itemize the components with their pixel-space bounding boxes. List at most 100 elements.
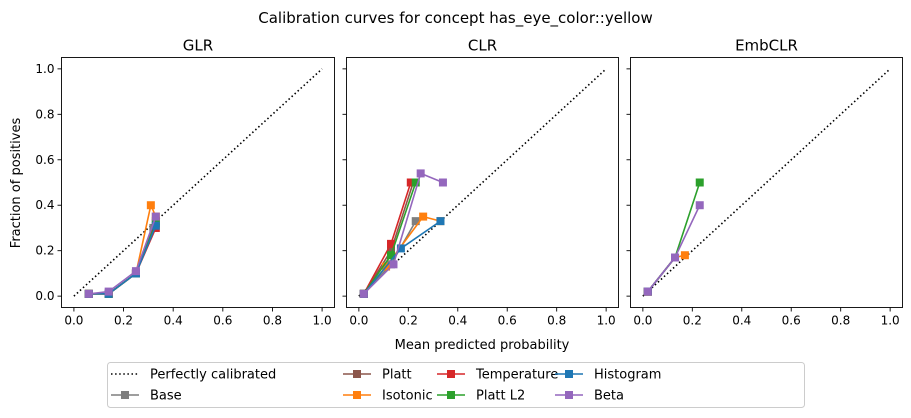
x-axis-label: Mean predicted probability	[395, 338, 570, 353]
legend: Perfectly calibrated Base Platt Isotonic Tem…	[107, 362, 805, 408]
data-point	[396, 244, 405, 253]
series-platt-l2	[643, 178, 704, 296]
legend-item-platt-l2: Platt L2	[437, 389, 525, 404]
data-point	[131, 267, 140, 276]
data-point	[387, 239, 396, 248]
x-tick-label: 0.8	[831, 314, 850, 328]
data-point	[411, 178, 420, 187]
legend-item-base: Base	[111, 389, 182, 404]
data-point	[359, 289, 368, 298]
legend-label: Temperature	[475, 368, 558, 383]
legend-label: Histogram	[594, 368, 661, 383]
x-tick-label: 0.6	[213, 314, 232, 328]
data-point	[406, 178, 415, 187]
data-point	[387, 246, 396, 255]
panel-embclr: EmbCLR 0.0 0.2 0.4 0.6 0.8 1.0	[626, 37, 903, 328]
panel-title: EmbCLR	[735, 37, 798, 55]
x-tick-label: 0.8	[547, 314, 566, 328]
series-line	[88, 225, 157, 295]
data-point	[419, 212, 428, 221]
perfectly-calibrated-line	[358, 68, 607, 297]
series-line	[363, 172, 444, 295]
x-tick-label: 0.0	[64, 314, 83, 328]
series-line	[647, 254, 686, 293]
x-tick-label: 1.0	[597, 314, 616, 328]
x-tick-label: 0.2	[399, 314, 418, 328]
panel-clr: CLR 0.0 0.2 0.4 0.6 0.8 1.0	[342, 37, 619, 328]
panel-glr: GLR 0.0 0.2 0.4 0.6 0.8 1.0 0.0 0.2 0.4 0.6 0.8 1.0	[35, 37, 335, 328]
data-point	[643, 287, 652, 296]
y-tick-label: 0.6	[35, 153, 54, 167]
data-point	[416, 169, 425, 178]
series-line	[88, 216, 157, 295]
x-tick-label: 0.0	[633, 314, 652, 328]
x-tick-label: 0.0	[349, 314, 368, 328]
legend-item-isotonic: Isotonic	[343, 389, 433, 404]
y-tick-label: 0.8	[35, 107, 54, 121]
legend-label: Perfectly calibrated	[150, 368, 276, 383]
data-point	[387, 251, 396, 260]
axes-frame	[346, 57, 619, 308]
series-histogram	[84, 221, 160, 298]
series-beta	[359, 169, 447, 298]
data-point	[695, 178, 704, 187]
series-platt-l2	[359, 178, 420, 298]
y-axis-label: Fraction of positives	[9, 118, 24, 249]
x-tick-label: 1.0	[313, 314, 332, 328]
data-point	[84, 289, 93, 298]
series-line	[647, 204, 701, 293]
y-tick-label: 0.0	[35, 289, 54, 303]
legend-marker	[121, 391, 129, 399]
legend-label: Beta	[594, 389, 624, 404]
data-point	[389, 260, 398, 269]
legend-item-beta: Beta	[555, 389, 624, 404]
data-point	[104, 287, 113, 296]
axes-frame	[61, 57, 335, 308]
y-tick-label: 0.4	[35, 198, 54, 212]
panel-title: CLR	[468, 37, 497, 55]
perfectly-calibrated-line	[642, 68, 891, 297]
y-tick-label: 0.2	[35, 244, 54, 258]
legend-frame	[107, 362, 805, 408]
x-tick-label: 0.4	[732, 314, 751, 328]
legend-item-temperature: Temperature	[437, 368, 558, 383]
legend-marker	[353, 391, 361, 399]
x-tick-label: 0.4	[448, 314, 467, 328]
x-tick-label: 0.2	[114, 314, 133, 328]
series-line	[363, 182, 412, 295]
legend-marker	[447, 391, 455, 399]
data-point	[695, 201, 704, 210]
legend-label: Platt	[382, 368, 412, 383]
x-tick-label: 0.4	[164, 314, 183, 328]
legend-label: Base	[150, 389, 182, 404]
axes-frame	[630, 57, 903, 308]
legend-item-perfectly-calibrated: Perfectly calibrated	[111, 368, 276, 383]
series-line	[647, 182, 701, 293]
series-platt	[359, 178, 418, 298]
y-tick-label: 1.0	[35, 62, 54, 76]
data-point	[151, 212, 160, 221]
series-base	[84, 223, 158, 298]
x-tick-label: 0.8	[263, 314, 282, 328]
legend-marker	[565, 370, 573, 378]
x-tick-label: 0.2	[683, 314, 702, 328]
x-tick-label: 0.6	[498, 314, 517, 328]
x-tick-label: 0.6	[782, 314, 801, 328]
series-platt	[84, 217, 160, 298]
legend-marker	[447, 370, 455, 378]
data-point	[146, 201, 155, 210]
legend-item-histogram: Histogram	[555, 368, 661, 383]
figure-title: Calibration curves for concept has_eye_c…	[258, 9, 652, 28]
series-beta	[84, 212, 160, 298]
legend-item-platt: Platt	[343, 368, 412, 383]
legend-marker	[565, 391, 573, 399]
series-beta	[643, 201, 704, 296]
legend-label: Platt L2	[476, 389, 525, 404]
data-point	[151, 221, 160, 230]
legend-marker	[353, 370, 361, 378]
panel-title: GLR	[183, 37, 213, 55]
legend-label: Isotonic	[382, 389, 433, 404]
series-platt-l2	[84, 219, 160, 298]
data-point	[436, 217, 445, 226]
x-tick-label: 1.0	[881, 314, 900, 328]
